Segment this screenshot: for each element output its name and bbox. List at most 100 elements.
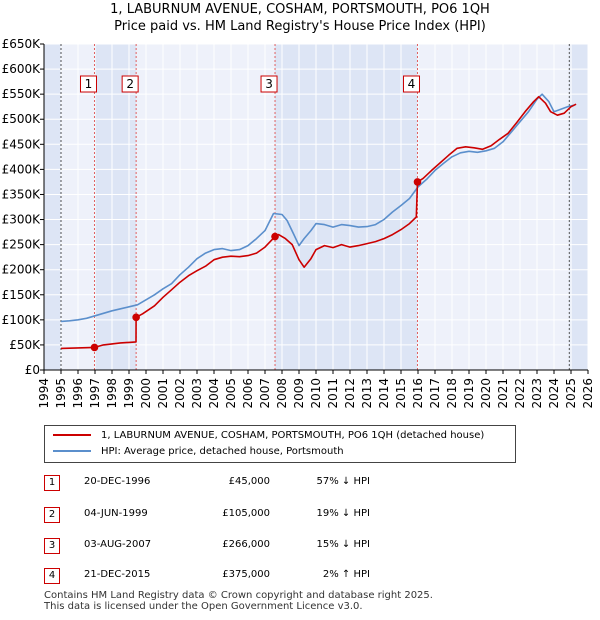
x-tick-label: 2018 xyxy=(445,378,459,409)
legend-line-hpi xyxy=(53,450,91,452)
x-tick-label: 1995 xyxy=(54,378,68,409)
sale-badge: 4 xyxy=(402,75,420,93)
x-tick-label: 2009 xyxy=(292,378,306,409)
x-tick-label: 2002 xyxy=(173,378,187,409)
transaction-date: 20-DEC-1996 xyxy=(84,476,151,487)
sale-badge-label: 2 xyxy=(126,77,134,91)
transaction-price: £375,000 xyxy=(222,569,270,580)
y-tick-label: £50K xyxy=(9,338,41,352)
transaction-number: 3 xyxy=(44,538,60,554)
y-tick-label: £650K xyxy=(2,37,42,51)
y-tick-label: £350K xyxy=(2,187,42,201)
y-tick-label: £550K xyxy=(2,87,42,101)
x-tick-label: 2000 xyxy=(139,378,153,409)
x-tick-label: 2004 xyxy=(207,378,221,409)
transaction-row: 1 20-DEC-1996 £45,000 57% ↓ HPI xyxy=(44,473,424,493)
y-tick-label: £400K xyxy=(2,162,42,176)
transaction-price: £105,000 xyxy=(222,508,270,519)
y-tick-label: £500K xyxy=(2,112,42,126)
legend-label-hpi: HPI: Average price, detached house, Port… xyxy=(101,446,344,457)
footer-license: This data is licensed under the Open Gov… xyxy=(44,601,363,612)
x-tick-label: 2024 xyxy=(547,378,561,409)
y-tick-label: £250K xyxy=(2,238,42,252)
footer-copyright: Contains HM Land Registry data © Crown c… xyxy=(44,590,433,601)
sale-point xyxy=(271,232,279,241)
transaction-number: 2 xyxy=(44,507,60,523)
x-tick-label: 2013 xyxy=(360,378,374,409)
x-tick-label: 1994 xyxy=(37,378,51,409)
transaction-row: 4 21-DEC-2015 £375,000 2% ↑ HPI xyxy=(44,566,424,586)
x-tick-label: 2005 xyxy=(224,378,238,409)
price-chart: 1 2 3 4 £0 £50K £100K £150K £200K £250K £300K £350… xyxy=(2,37,595,409)
transaction-price: £266,000 xyxy=(222,539,270,550)
x-tick-label: 2020 xyxy=(479,378,493,409)
x-tick-label: 1999 xyxy=(122,378,136,409)
transaction-hpi: 19% ↓ HPI xyxy=(316,508,370,519)
x-tick-label: 2022 xyxy=(513,378,527,409)
shaded-period xyxy=(275,44,418,370)
chart-subtitle: Price paid vs. HM Land Registry's House … xyxy=(114,19,486,34)
sale-badge: 2 xyxy=(121,75,139,93)
transaction-hpi: 2% ↑ HPI xyxy=(322,569,370,580)
x-tick-label: 2007 xyxy=(258,378,272,409)
x-tick-label: 2012 xyxy=(343,378,357,409)
x-tick-label: 1998 xyxy=(105,378,119,409)
sale-point xyxy=(413,178,422,186)
sale-badge-label: 4 xyxy=(408,77,416,91)
x-tick-label: 2008 xyxy=(275,378,289,409)
shaded-period xyxy=(569,44,588,370)
x-tick-label: 2016 xyxy=(411,378,425,409)
chart-title: 1, LABURNUM AVENUE, COSHAM, PORTSMOUTH, … xyxy=(110,2,490,17)
legend-label-property: 1, LABURNUM AVENUE, COSHAM, PORTSMOUTH, … xyxy=(101,430,485,441)
transaction-row: 3 03-AUG-2007 £266,000 15% ↓ HPI xyxy=(44,536,424,556)
x-tick-label: 2025 xyxy=(564,378,578,409)
footer: Contains HM Land Registry data © Crown c… xyxy=(44,590,433,612)
x-tick-label: 1997 xyxy=(88,378,102,409)
x-tick-label: 2010 xyxy=(309,378,323,409)
sale-badge-label: 3 xyxy=(265,77,273,91)
shaded-period xyxy=(44,44,61,370)
transaction-number: 1 xyxy=(44,475,60,491)
legend: 1, LABURNUM AVENUE, COSHAM, PORTSMOUTH, … xyxy=(44,425,516,463)
x-tick-label: 2017 xyxy=(428,378,442,409)
sale-badge-box xyxy=(121,75,139,93)
x-tick-label: 2021 xyxy=(496,378,510,409)
y-tick-label: £600K xyxy=(2,62,42,76)
x-tick-label: 2023 xyxy=(530,378,544,409)
sale-badge-box xyxy=(260,75,278,93)
sale-badge: 3 xyxy=(260,75,278,93)
sale-badge-box xyxy=(79,75,97,93)
y-tick-label: £0 xyxy=(25,363,40,377)
transaction-price: £45,000 xyxy=(228,476,270,487)
y-tick-label: £450K xyxy=(2,137,42,151)
x-tick-label: 2011 xyxy=(326,378,340,409)
sale-badge: 1 xyxy=(79,75,97,93)
x-tick-label: 1996 xyxy=(71,378,85,409)
hpi-line xyxy=(60,93,575,323)
y-tick-label: £150K xyxy=(2,288,42,302)
x-tick-label: 2015 xyxy=(394,378,408,409)
y-tick-label: £300K xyxy=(2,213,42,227)
legend-item-property: 1, LABURNUM AVENUE, COSHAM, PORTSMOUTH, … xyxy=(53,429,484,443)
property-price-line xyxy=(60,95,577,350)
transaction-row: 2 04-JUN-1999 £105,000 19% ↓ HPI xyxy=(44,505,424,525)
transaction-date: 04-JUN-1999 xyxy=(84,508,148,519)
x-tick-label: 2026 xyxy=(581,378,595,409)
sale-badge-label: 1 xyxy=(85,77,93,91)
sale-point xyxy=(90,343,99,352)
legend-line-property xyxy=(53,434,91,436)
transaction-date: 03-AUG-2007 xyxy=(84,539,152,550)
y-tick-label: £200K xyxy=(2,263,42,277)
transaction-hpi: 57% ↓ HPI xyxy=(316,476,370,487)
sale-badge-box xyxy=(402,75,420,93)
x-tick-label: 2001 xyxy=(156,378,170,409)
x-tick-label: 2019 xyxy=(462,378,476,409)
transaction-hpi: 15% ↓ HPI xyxy=(316,539,370,550)
shaded-period xyxy=(94,44,137,370)
y-tick-label: £100K xyxy=(2,313,42,327)
legend-item-hpi: HPI: Average price, detached house, Port… xyxy=(53,445,344,459)
x-tick-label: 2003 xyxy=(190,378,204,409)
transaction-date: 21-DEC-2015 xyxy=(84,569,151,580)
x-tick-label: 2014 xyxy=(377,378,391,409)
sale-point xyxy=(132,313,140,322)
